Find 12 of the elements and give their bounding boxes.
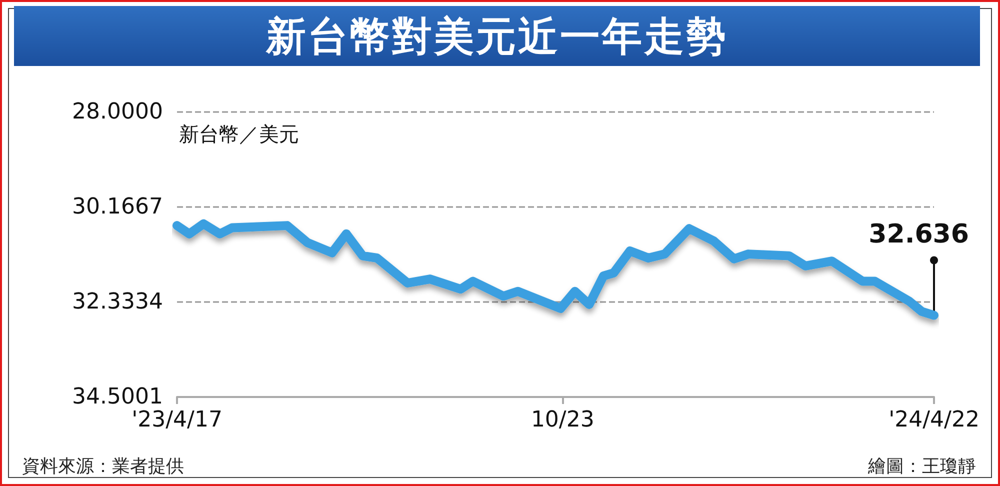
chart-title: 新台幣對美元近一年走勢 [266,12,728,62]
x-tick-label: 10/23 [530,408,594,432]
y-axis-title: 新台幣／美元 [179,122,299,146]
x-tick-label: '23/4/17 [132,408,222,432]
y-tick-label: 32.3334 [72,290,163,314]
annotation: 32.636 [868,219,969,250]
source-note: 資料來源：業者提供 [22,455,184,478]
text: 繪圖：王瓊靜 [868,455,976,478]
y-tick-label: 30.1667 [72,194,163,220]
x-tick-label: '24/4/22 [888,408,980,432]
y-tick-label: 34.5001 [72,384,163,410]
y-tick-label: 28.0000 [72,100,163,124]
